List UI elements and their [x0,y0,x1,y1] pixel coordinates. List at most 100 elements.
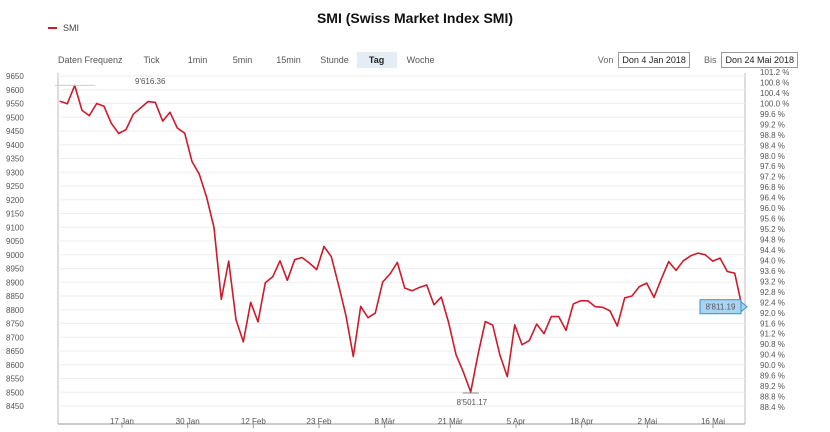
data-point [653,296,655,298]
y2-tick-label: 90.8 % [760,340,785,349]
data-point [396,261,398,263]
y2-tick-label: 96.0 % [760,204,785,213]
data-point [118,132,120,135]
y2-tick-label: 95.2 % [760,225,785,234]
to-label: Bis [703,55,717,65]
data-point [462,371,464,373]
y2-tick-label: 96.4 % [760,194,785,203]
y-tick-label: 8600 [6,361,24,370]
x-tick-label: 8 Mär [374,417,395,426]
y-tick-label: 8700 [6,333,24,342]
data-point [308,262,310,264]
data-point [448,322,450,324]
timeframe-1min-button[interactable]: 1min [187,55,208,65]
y2-tick-label: 98.0 % [760,152,785,161]
timeframe-tick-button[interactable]: Tick [143,55,160,65]
data-point [176,127,178,129]
data-point [323,245,325,248]
y2-tick-label: 92.8 % [760,288,785,297]
data-point [697,252,699,254]
data-point [184,132,186,134]
data-point [492,324,494,326]
timeframe-stunde-button[interactable]: Stunde [320,55,349,65]
y2-tick-label: 95.6 % [760,215,785,224]
data-point [660,278,662,280]
data-point [558,316,560,318]
frequency-label: Daten Frequenz [58,55,123,65]
data-point [587,300,589,302]
y-tick-label: 8650 [6,347,24,356]
data-point [565,329,567,331]
data-point [499,354,501,356]
data-point [330,256,332,258]
y2-tick-label: 91.6 % [760,319,785,328]
data-point [169,111,171,113]
y-tick-label: 9250 [6,182,24,191]
data-point [528,340,530,342]
data-point [668,261,670,263]
data-point [426,284,428,286]
data-point [719,257,721,259]
data-point [279,260,281,262]
data-point [191,160,193,163]
y2-tick-label: 90.4 % [760,351,785,360]
data-point [514,324,516,326]
data-point [66,103,68,105]
data-point [616,325,618,327]
y2-tick-label: 100.8 % [760,78,789,87]
data-point [712,260,714,262]
y-tick-label: 9350 [6,155,24,164]
data-point [506,376,508,378]
data-point [352,355,354,358]
legend-label: SMI [63,23,80,33]
low-annotation: 8'501.17 [457,398,488,407]
x-tick-label: 16 Mai [701,417,725,426]
y2-tick-label: 92.4 % [760,298,785,307]
timeframe-5min-button[interactable]: 5min [232,55,253,65]
data-point [81,109,83,111]
data-point [477,354,479,356]
data-point [543,333,545,335]
y-tick-label: 9500 [6,113,24,122]
x-tick-label: 18 Apr [570,417,593,426]
y-tick-label: 9550 [6,100,24,109]
y2-tick-label: 93.2 % [760,277,785,286]
timeframe-woche-button[interactable]: Woche [406,55,435,65]
data-point [484,321,486,323]
data-point [198,173,200,175]
y-tick-label: 8500 [6,388,24,397]
x-tick-label: 17 Jan [110,417,134,426]
data-point [220,298,222,300]
to-date-input[interactable]: Don 24 Mai 2018 [721,52,798,68]
y-tick-label: 9150 [6,210,24,219]
y2-tick-label: 99.6 % [760,110,785,119]
y2-tick-label: 100.4 % [760,89,789,98]
y2-tick-label: 94.4 % [760,246,785,255]
legend-swatch [48,27,57,29]
data-point [206,196,208,199]
y2-tick-label: 98.8 % [760,131,785,140]
y2-tick-label: 96.8 % [760,183,785,192]
timeframe-15min-button[interactable]: 15min [276,55,301,65]
data-point [433,304,435,306]
timeframe-tag-button[interactable]: Tag [356,52,397,68]
x-tick-label: 5 Apr [507,417,526,426]
y2-tick-label: 101.2 % [760,68,789,77]
y-tick-label: 8900 [6,278,24,287]
y-tick-label: 9100 [6,223,24,232]
y2-tick-label: 94.8 % [760,236,785,245]
data-point [440,296,442,298]
data-point [690,255,692,257]
data-point [704,254,706,256]
y2-tick-label: 88.4 % [760,403,785,412]
chart-title: SMI (Swiss Market Index SMI) [316,10,514,26]
y-tick-label: 9650 [6,72,24,81]
data-point [162,120,164,122]
data-point [624,297,626,299]
from-date-input[interactable]: Don 4 Jan 2018 [618,52,690,68]
last-value-pointer-icon [740,300,748,313]
y2-tick-label: 89.2 % [760,382,785,391]
legend[interactable]: SMI [48,23,79,33]
data-point [272,276,274,278]
